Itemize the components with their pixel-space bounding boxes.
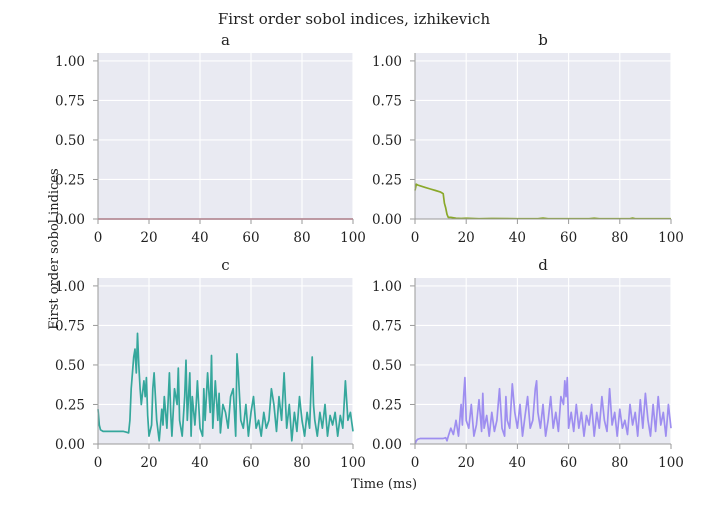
y-tick-label: 0.00	[55, 437, 85, 453]
x-axis-label: Time (ms)	[351, 477, 417, 492]
subplot-title: d	[538, 256, 548, 274]
subplot-title: a	[221, 31, 230, 49]
y-tick-label: 1.00	[55, 279, 85, 295]
x-tick-label: 0	[94, 455, 103, 471]
x-tick-label: 40	[191, 455, 208, 471]
y-tick-label: 1.00	[55, 54, 85, 70]
x-tick-label: 20	[458, 230, 475, 246]
plot-area	[415, 53, 671, 219]
x-tick-label: 60	[242, 230, 259, 246]
y-tick-label: 0.25	[55, 172, 85, 188]
x-tick-label: 40	[509, 455, 526, 471]
y-tick-label: 0.75	[55, 93, 85, 109]
y-axis-label: First order sobol indices	[47, 168, 62, 329]
plot-area	[98, 53, 353, 219]
x-tick-label: 100	[340, 230, 366, 246]
y-tick-label: 0.50	[372, 133, 402, 149]
x-tick-label: 0	[94, 230, 103, 246]
x-tick-label: 100	[340, 455, 366, 471]
x-tick-label: 0	[411, 230, 420, 246]
x-tick-label: 80	[293, 455, 310, 471]
x-tick-label: 40	[191, 230, 208, 246]
y-tick-label: 0.25	[372, 172, 402, 188]
x-tick-label: 60	[560, 455, 577, 471]
x-tick-label: 80	[611, 230, 628, 246]
y-tick-label: 0.25	[55, 397, 85, 413]
series-line	[414, 376, 672, 445]
y-tick-label: 0.00	[372, 437, 402, 453]
x-tick-label: 80	[611, 455, 628, 471]
subplot-c: 0.00 0.25 0.50 0.75 1.00 0 20 40 60 80 100 c	[55, 256, 366, 471]
x-tick-label: 20	[140, 230, 157, 246]
x-tick-label: 0	[411, 455, 420, 471]
y-tick-label: 0.00	[55, 212, 85, 228]
subplot-d: 0.00 0.25 0.50 0.75 1.00 0 20 40 60 80 100 d	[372, 256, 684, 471]
figure-title: First order sobol indices, izhikevich	[218, 10, 491, 28]
y-tick-label: 0.00	[372, 212, 402, 228]
y-tick-label: 0.50	[372, 358, 402, 374]
y-tick-label: 0.75	[55, 318, 85, 334]
x-tick-label: 100	[658, 455, 684, 471]
y-tick-label: 1.00	[372, 54, 402, 70]
subplot-title: b	[538, 31, 548, 49]
series-line	[97, 332, 354, 442]
y-tick-label: 0.50	[55, 133, 85, 149]
y-tick-label: 0.75	[372, 318, 402, 334]
x-tick-label: 60	[560, 230, 577, 246]
x-tick-label: 100	[658, 230, 684, 246]
x-tick-label: 80	[293, 230, 310, 246]
subplot-title: c	[221, 256, 229, 274]
subplot-grid: 0.00 0.25 0.50 0.75 1.00 0 20 40 60 80 100 a 0.00 0.2…	[55, 31, 684, 471]
x-tick-label: 20	[140, 455, 157, 471]
x-tick-label: 60	[242, 455, 259, 471]
y-tick-label: 1.00	[372, 279, 402, 295]
y-tick-label: 0.75	[372, 93, 402, 109]
subplot-b: 0.00 0.25 0.50 0.75 1.00 0 20 40 60 80 100 b	[372, 31, 684, 246]
y-tick-label: 0.25	[372, 397, 402, 413]
y-tick-label: 0.50	[55, 358, 85, 374]
x-tick-label: 40	[509, 230, 526, 246]
x-tick-label: 20	[458, 455, 475, 471]
subplot-a: 0.00 0.25 0.50 0.75 1.00 0 20 40 60 80 100 a	[55, 31, 366, 246]
